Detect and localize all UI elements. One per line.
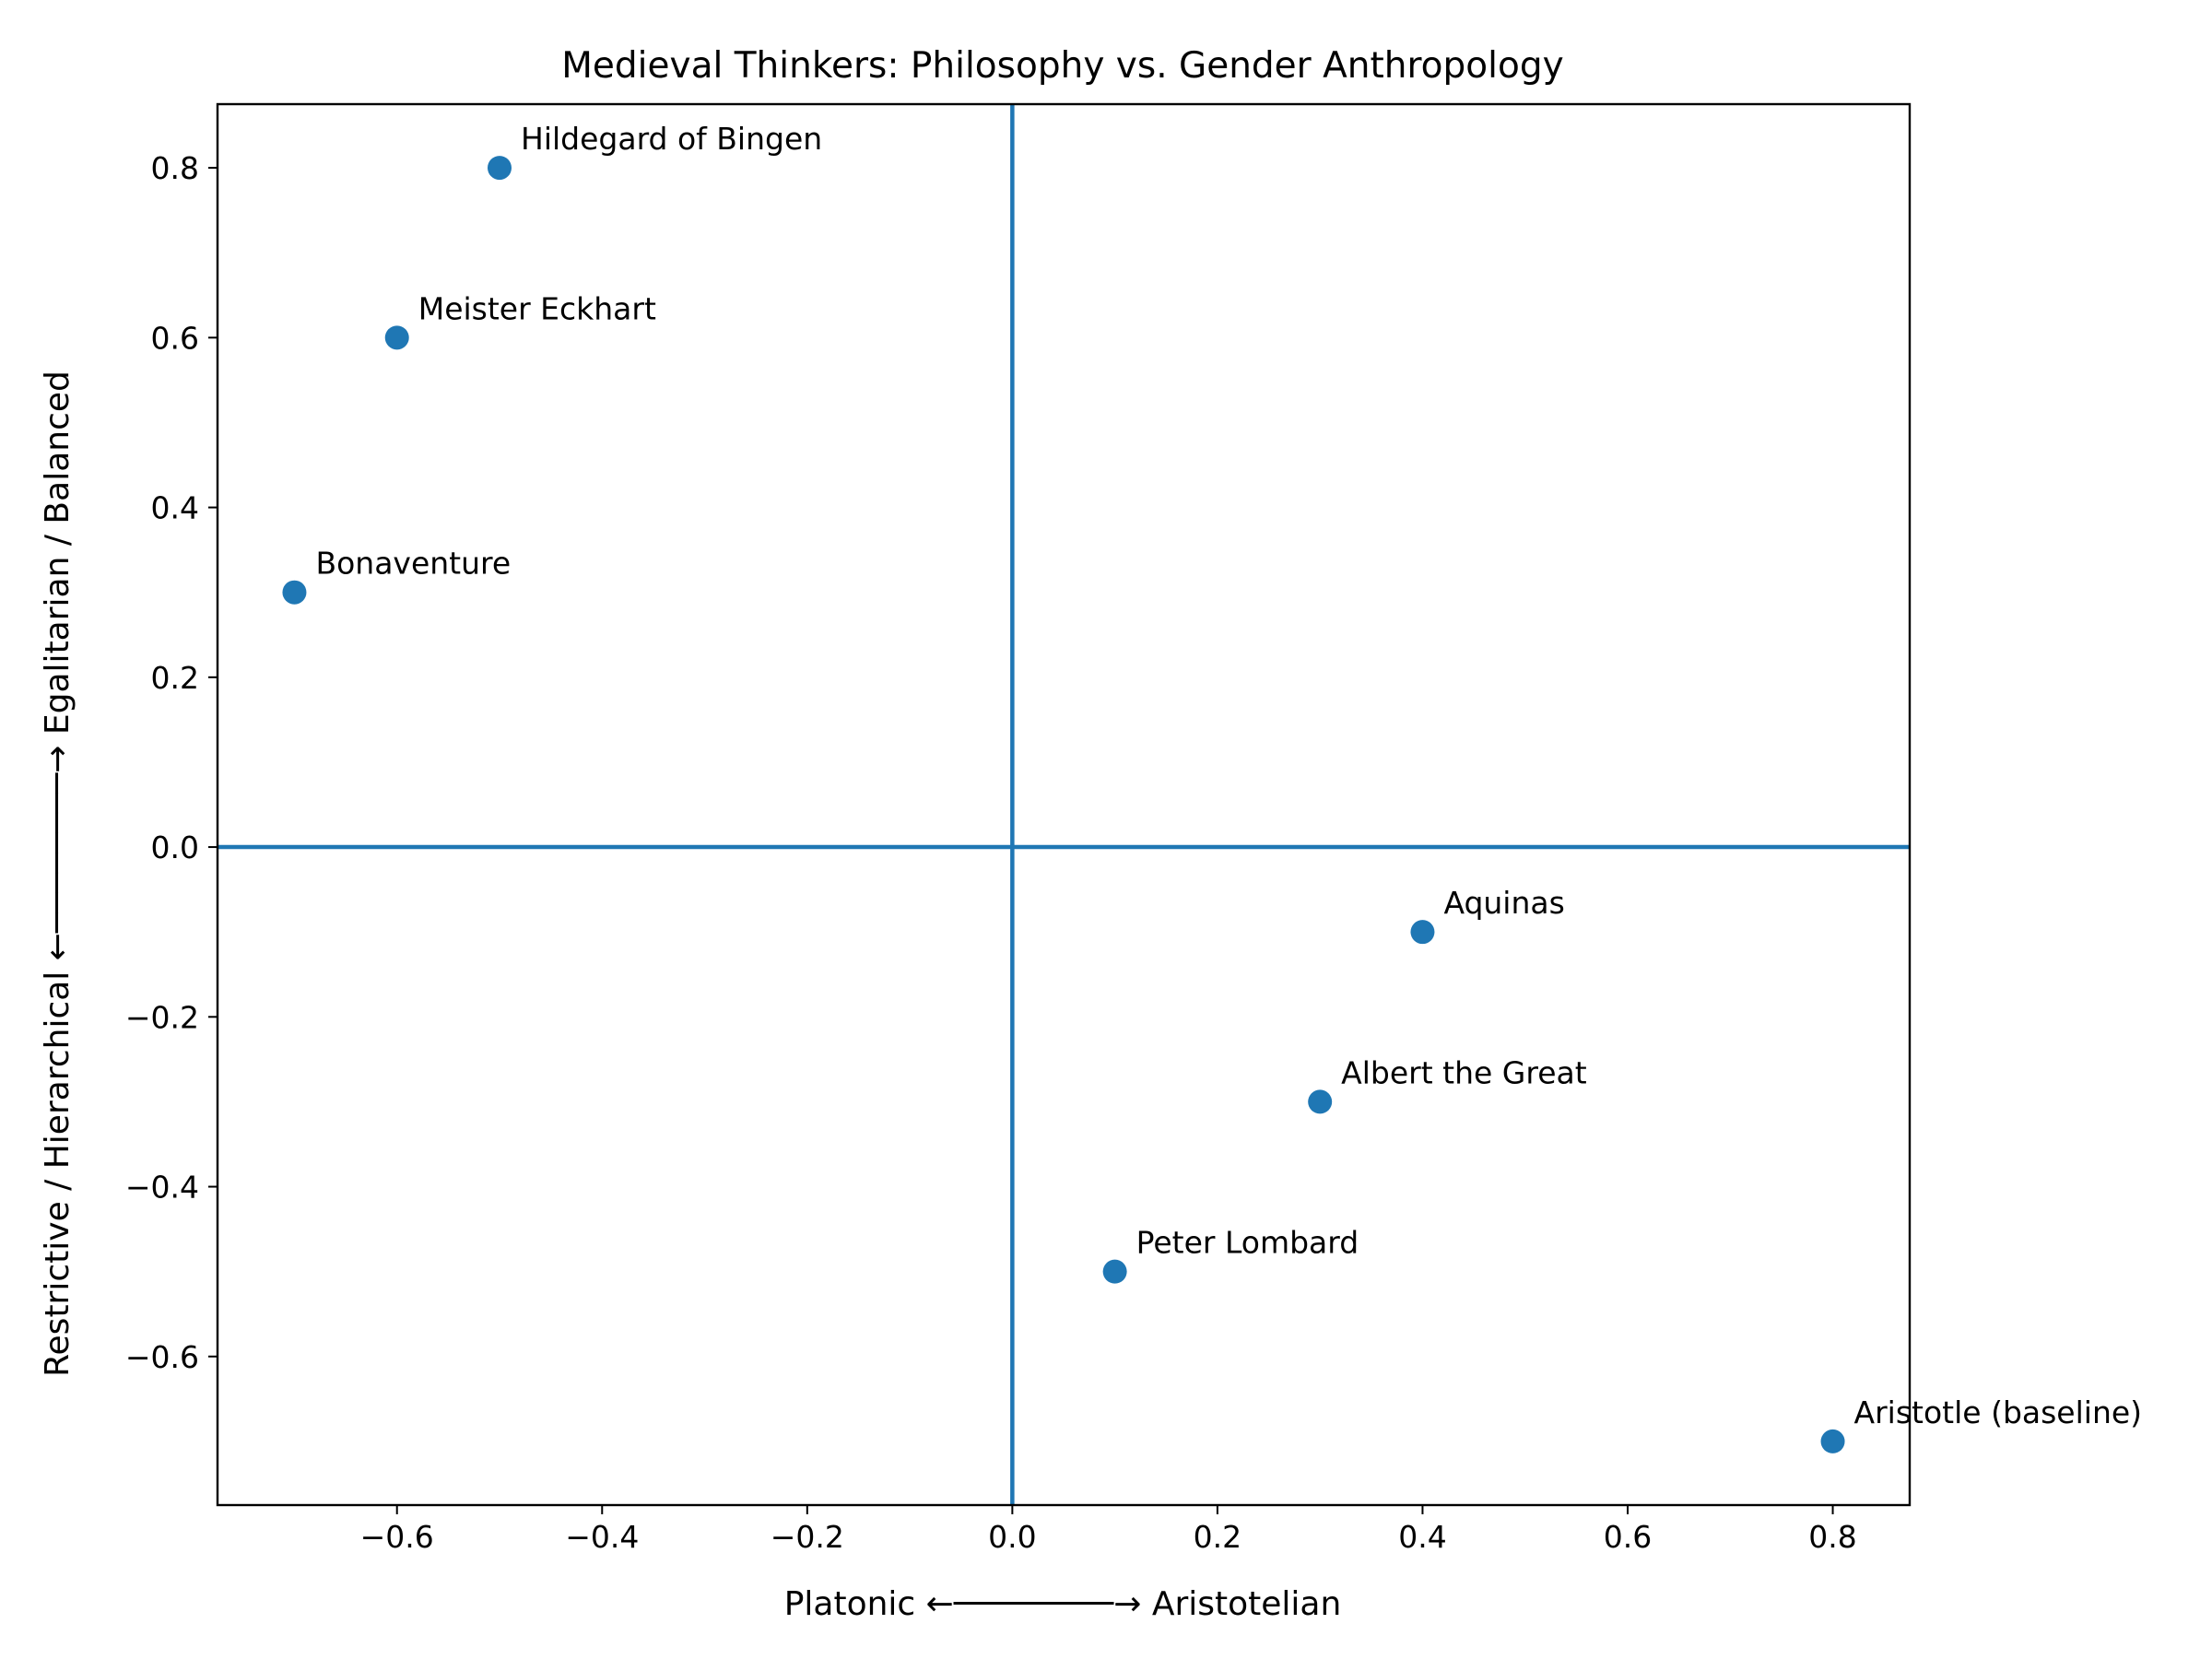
data-points: [282, 156, 1845, 1453]
x-tick-label: 0.2: [1194, 1519, 1241, 1555]
data-point: [1102, 1259, 1127, 1284]
x-tick-label: 0.6: [1604, 1519, 1652, 1555]
y-tick-label: 0.0: [151, 830, 199, 865]
y-tick-label: 0.8: [151, 150, 199, 186]
y-tick-label: 0.2: [151, 660, 199, 696]
x-axis-label: Platonic ←────────→ Aristotelian: [784, 1585, 1342, 1623]
reference-lines: [218, 104, 1910, 1505]
chart-title: Medieval Thinkers: Philosophy vs. Gender…: [561, 45, 1563, 87]
y-tick-label: 0.6: [151, 320, 199, 356]
y-axis-label: Restrictive / Hierarchical ←────────→ Eg…: [39, 371, 76, 1377]
x-axis-ticks: −0.6 −0.4 −0.2 0.0 0.2 0.4 0.6 0.8: [360, 1505, 1857, 1555]
y-axis-ticks: −0.6 −0.4 −0.2 0.0 0.2 0.4 0.6 0.8: [125, 150, 218, 1375]
y-tick-label: −0.4: [125, 1170, 199, 1206]
point-label: Peter Lombard: [1136, 1225, 1359, 1261]
x-tick-label: 0.8: [1808, 1519, 1856, 1555]
point-label: Hildegard of Bingen: [521, 121, 822, 157]
plot-frame: [216, 102, 1912, 1507]
point-labels: Hildegard of Bingen Meister Eckhart Bonave…: [315, 121, 2142, 1430]
x-tick-label: 0.4: [1398, 1519, 1446, 1555]
data-point: [1410, 920, 1435, 945]
data-point: [282, 580, 307, 605]
point-label: Aquinas: [1443, 885, 1564, 921]
y-tick-label: 0.4: [151, 490, 199, 526]
point-label: Albert the Great: [1341, 1054, 1587, 1090]
x-tick-label: −0.6: [360, 1519, 434, 1555]
point-label: Bonaventure: [315, 546, 511, 582]
point-label: Aristotle (baseline): [1854, 1394, 2143, 1430]
x-tick-label: −0.2: [771, 1519, 844, 1555]
x-tick-label: 0.0: [988, 1519, 1036, 1555]
y-tick-label: −0.2: [125, 999, 199, 1035]
x-tick-label: −0.4: [565, 1519, 639, 1555]
data-point: [1308, 1089, 1333, 1114]
point-label: Meister Eckhart: [418, 290, 656, 326]
data-point: [488, 156, 512, 181]
data-point: [384, 325, 409, 350]
data-point: [1820, 1429, 1845, 1453]
y-tick-label: −0.6: [125, 1339, 199, 1375]
